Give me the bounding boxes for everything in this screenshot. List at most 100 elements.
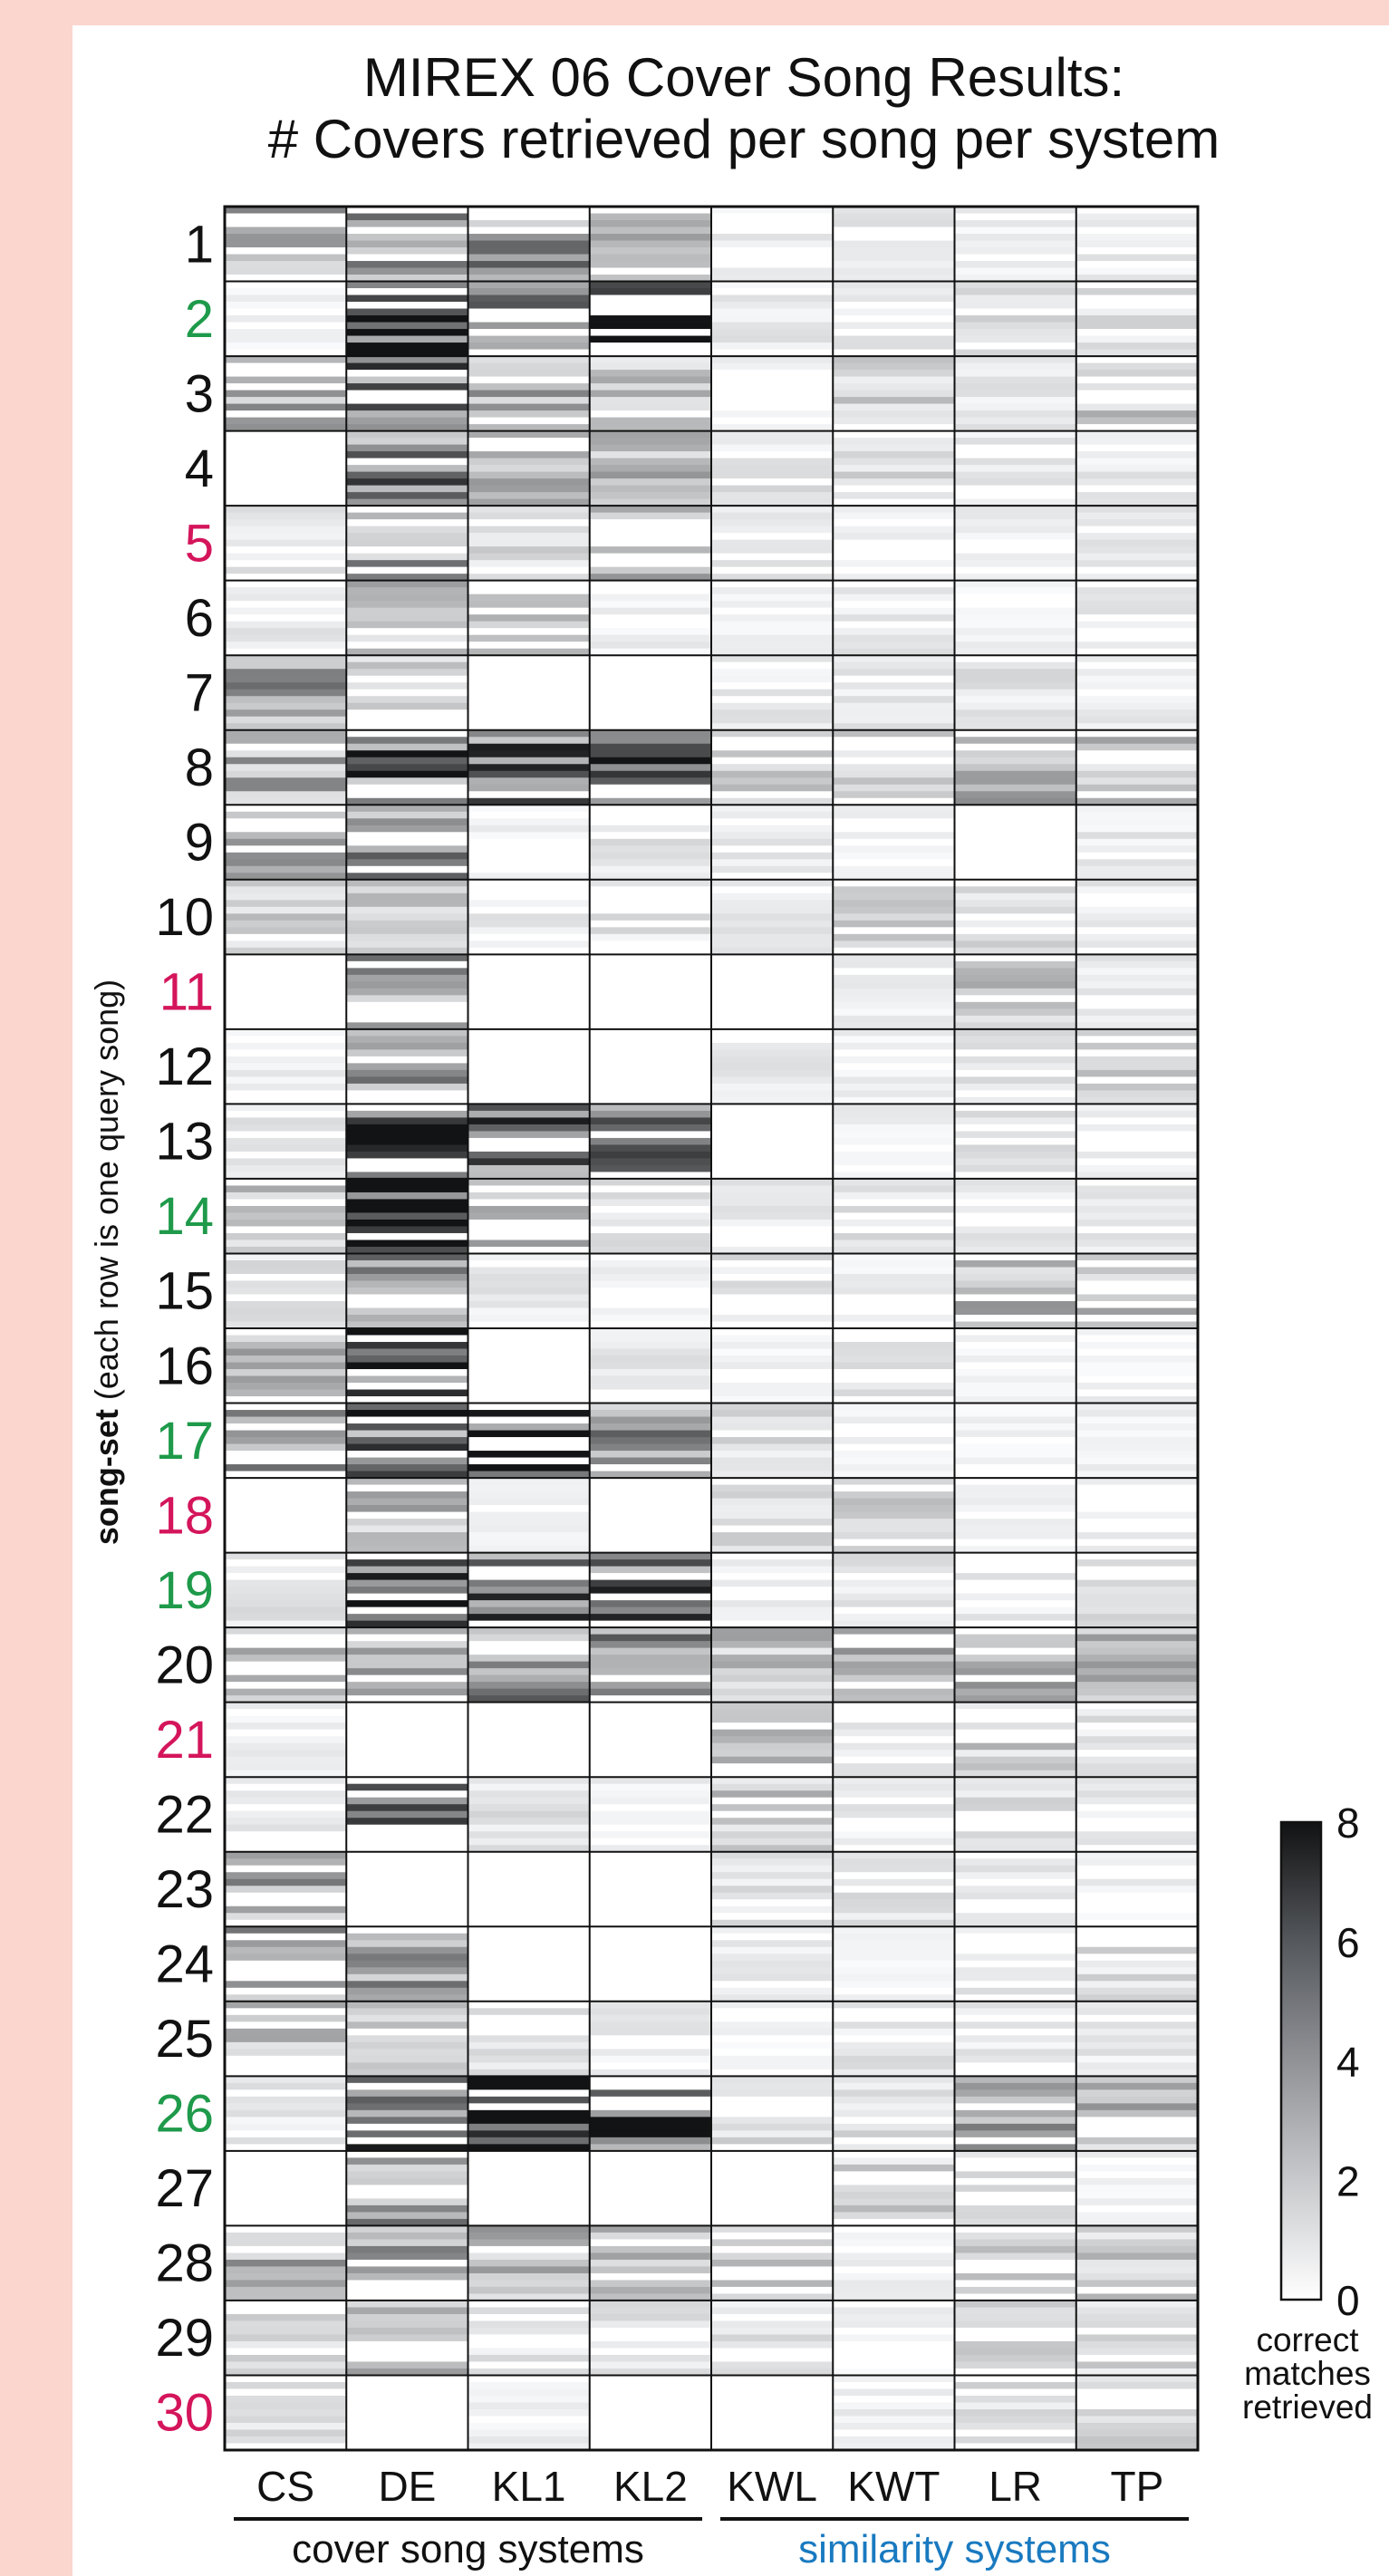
- heatmap-cell: [1076, 2422, 1198, 2431]
- heatmap-cell: [954, 1505, 1076, 1513]
- heatmap-cell: [711, 2286, 834, 2295]
- heatmap-cell: [468, 1321, 590, 1329]
- heatmap-cell: [711, 968, 834, 976]
- heatmap-cell: [346, 2402, 468, 2410]
- heatmap-cell: [954, 818, 1076, 826]
- heatmap-cell: [225, 852, 347, 860]
- heatmap-cell: [833, 601, 955, 609]
- heatmap-cell: [711, 1056, 834, 1064]
- heatmap-cell: [954, 478, 1076, 487]
- heatmap-cell: [833, 329, 955, 337]
- heatmap-cell: [954, 1246, 1076, 1255]
- heatmap-cell: [711, 2185, 834, 2193]
- heatmap-cell: [346, 865, 468, 873]
- heatmap-cell: [1076, 1028, 1198, 1037]
- heatmap-cell: [711, 1865, 834, 1873]
- heatmap-cell: [589, 1212, 711, 1220]
- heatmap-cell: [833, 1987, 955, 1995]
- heatmap-cell: [346, 1212, 468, 1220]
- heatmap-cell: [954, 1158, 1076, 1166]
- heatmap-cell: [589, 2320, 711, 2329]
- heatmap-cell: [711, 275, 834, 283]
- heatmap-cell: [833, 1750, 955, 1758]
- heatmap-cell: [1076, 614, 1198, 622]
- heatmap-cell: [225, 743, 347, 751]
- heatmap-cell: [954, 553, 1076, 561]
- heatmap-cell: [346, 2041, 468, 2050]
- heatmap-cell: [225, 1375, 347, 1384]
- heatmap-cell: [1076, 1259, 1198, 1269]
- heatmap-cell: [954, 2028, 1076, 2036]
- heatmap-cell: [346, 2096, 468, 2104]
- heatmap-cell: [589, 1661, 711, 1669]
- heatmap-cell: [589, 709, 711, 718]
- heatmap-cell: [954, 1797, 1076, 1805]
- heatmap-cell: [346, 526, 468, 534]
- heatmap-cell: [225, 2239, 347, 2247]
- heatmap-cell: [711, 1960, 834, 1968]
- heatmap-cell: [1076, 1722, 1198, 1731]
- heatmap-cell: [468, 2286, 590, 2295]
- heatmap-cell: [589, 1763, 711, 1771]
- heatmap-cell: [589, 791, 711, 799]
- heatmap-cell: [225, 1838, 347, 1846]
- heatmap-cell: [711, 1036, 834, 1044]
- heatmap-cell: [954, 574, 1076, 582]
- heatmap-cell: [468, 777, 590, 786]
- heatmap-cell: [1076, 825, 1198, 833]
- heatmap-cell: [954, 1131, 1076, 1139]
- heatmap-cell: [225, 1702, 347, 1710]
- heatmap-cell: [833, 308, 955, 316]
- heatmap-cell: [711, 1232, 834, 1241]
- heatmap-cell: [225, 1722, 347, 1731]
- heatmap-cell: [1076, 1246, 1198, 1255]
- heatmap-cell: [225, 539, 347, 547]
- heatmap-cell: [346, 913, 468, 921]
- heatmap-cell: [225, 349, 347, 357]
- heatmap-cell: [346, 1818, 468, 1826]
- heatmap-cell: [711, 1519, 834, 1527]
- heatmap-cell: [954, 1192, 1076, 1201]
- song-set-label: 6: [185, 589, 214, 648]
- heatmap-cell: [711, 1845, 834, 1853]
- heatmap-cell: [225, 1994, 347, 2002]
- heatmap-cell: [589, 865, 711, 873]
- group-label: cover song systems: [292, 2527, 644, 2571]
- heatmap-cell: [711, 1777, 834, 1785]
- heatmap-cell: [468, 2266, 590, 2274]
- heatmap-cell: [711, 777, 834, 786]
- heatmap-cell: [225, 2185, 347, 2193]
- heatmap-cell: [225, 2340, 347, 2349]
- heatmap-cell: [346, 458, 468, 466]
- heatmap-cell: [589, 2001, 711, 2009]
- heatmap-cell: [225, 2177, 347, 2185]
- heatmap-cell: [833, 213, 955, 221]
- heatmap-cell: [1076, 2157, 1198, 2166]
- heatmap-cell: [225, 1729, 347, 1737]
- heatmap-cell: [589, 1886, 711, 1894]
- heatmap-cell: [711, 267, 834, 275]
- heatmap-cell: [711, 1389, 834, 1397]
- heatmap-cell: [1076, 1389, 1198, 1397]
- heatmap-cell: [1076, 2436, 1198, 2445]
- heatmap-cell: [833, 933, 955, 941]
- heatmap-cell: [954, 506, 1076, 514]
- heatmap-cell: [711, 832, 834, 840]
- heatmap-cell: [1076, 2144, 1198, 2152]
- heatmap-cell: [1076, 1987, 1198, 1995]
- heatmap-cell: [225, 1579, 347, 1587]
- heatmap-cell: [1076, 1539, 1198, 1547]
- heatmap-cell: [346, 974, 468, 982]
- heatmap-cell: [589, 2109, 711, 2118]
- heatmap-cell: [711, 2198, 834, 2206]
- heatmap-cell: [833, 2008, 955, 2016]
- heatmap-cell: [833, 343, 955, 351]
- heatmap-cell: [589, 648, 711, 656]
- heatmap-cell: [711, 2388, 834, 2397]
- heatmap-cell: [1076, 329, 1198, 337]
- heatmap-cell: [711, 2137, 834, 2145]
- heatmap-cell: [954, 485, 1076, 493]
- heatmap-cell: [346, 1001, 468, 1009]
- heatmap-cell: [1076, 879, 1198, 887]
- heatmap-cell: [833, 1090, 955, 1098]
